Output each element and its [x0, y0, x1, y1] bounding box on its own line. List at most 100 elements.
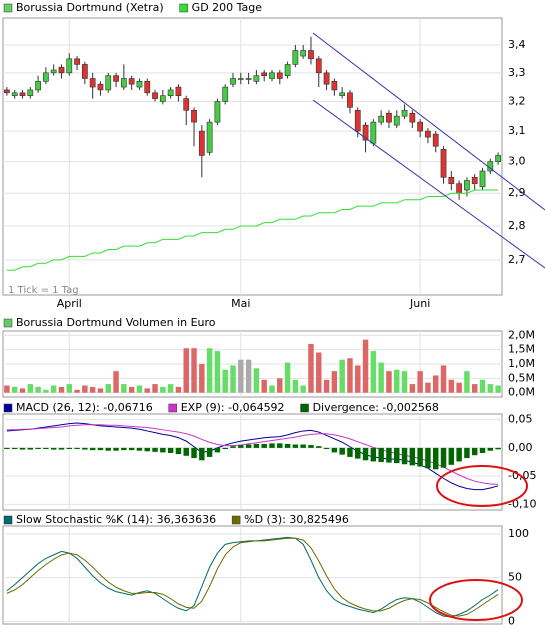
- divergence-bar: [50, 447, 57, 450]
- volume-bar: [11, 386, 18, 393]
- divergence-bar: [425, 447, 431, 469]
- volume-bar: [238, 359, 244, 393]
- candle-body: [66, 58, 73, 74]
- candle-body: [370, 121, 377, 144]
- candle-body: [4, 89, 10, 94]
- candle-body: [152, 92, 158, 99]
- series-line: [6, 422, 499, 491]
- candle-body: [191, 109, 197, 123]
- volume-bar: [456, 382, 462, 393]
- candle-body: [35, 81, 41, 91]
- divergence-bar: [11, 447, 18, 450]
- legend-label: GD 200 Tage: [192, 1, 263, 14]
- divergence-bar: [308, 445, 314, 448]
- volume-bar: [370, 351, 377, 393]
- panel-frame: [2, 413, 503, 511]
- candle-body: [308, 50, 314, 60]
- candle-body: [409, 112, 416, 123]
- candle-body: [253, 75, 260, 82]
- volume-bar: [214, 351, 221, 393]
- volume-bar: [19, 388, 26, 393]
- y-tick-label: 50: [508, 571, 522, 584]
- legend-label: Slow Stochastic %K (14): 36,363636: [16, 513, 216, 526]
- volume-bar: [191, 348, 197, 393]
- legend-label: %D (3): 30,825496: [244, 513, 349, 526]
- divergence-bar: [487, 447, 494, 451]
- volume-bar: [362, 339, 369, 393]
- candle-body: [386, 112, 392, 123]
- volume-bar: [113, 371, 119, 393]
- candle-body: [113, 75, 119, 82]
- divergence-bar: [144, 447, 150, 452]
- volume-bar: [417, 371, 423, 393]
- x-tick-label: April: [57, 297, 82, 310]
- legend-swatch: [3, 515, 13, 525]
- divergence-bar: [432, 447, 439, 470]
- y-tick-label: 0,05: [508, 413, 533, 426]
- candle-body: [292, 50, 299, 65]
- divergence-bar: [394, 447, 400, 464]
- candle-body: [393, 115, 400, 126]
- legend-swatch: [231, 515, 241, 525]
- candle-body: [19, 92, 26, 97]
- y-tick-label: 2,8: [508, 219, 526, 232]
- legend-label: EXP (9): -0,064592: [181, 401, 285, 414]
- candle-body: [43, 72, 49, 82]
- y-tick-label: 3,4: [508, 38, 526, 51]
- volume-bar: [35, 386, 41, 393]
- volume-bar: [409, 384, 416, 393]
- divergence-bar: [316, 446, 322, 448]
- volume-bar: [355, 365, 361, 393]
- divergence-bar: [245, 444, 252, 448]
- legend-label: Divergence: -0,002568: [313, 401, 439, 414]
- volume-bar: [261, 379, 267, 393]
- divergence-bar: [19, 447, 26, 450]
- candle-body: [300, 50, 307, 57]
- legend-label: MACD (26, 12): -0,06716: [16, 401, 153, 414]
- y-tick-label: 2,7: [508, 253, 526, 266]
- divergence-bar: [284, 443, 291, 448]
- candle-body: [89, 78, 96, 88]
- volume-bar: [308, 343, 314, 393]
- y-tick-label: 100: [508, 527, 529, 540]
- divergence-bar: [464, 447, 470, 459]
- candle-body: [331, 81, 338, 91]
- volume-bar: [339, 359, 345, 393]
- candle-body: [230, 78, 236, 85]
- y-tick-label: -0,10: [508, 497, 536, 510]
- candle-body: [339, 92, 346, 97]
- panel-frame: [2, 17, 503, 296]
- y-tick-label: 3,0: [508, 155, 526, 168]
- candle-body: [456, 183, 462, 194]
- divergence-bar: [43, 447, 49, 450]
- divergence-bar: [121, 447, 127, 451]
- y-tick-label: 0,0M: [508, 386, 535, 399]
- legend-swatch: [3, 3, 13, 13]
- candle-body: [245, 78, 252, 80]
- highlight-ellipse: [429, 579, 523, 621]
- divergence-bar: [222, 447, 228, 450]
- candle-body: [81, 64, 88, 79]
- candle-body: [198, 130, 205, 156]
- volume-bar: [277, 378, 283, 393]
- divergence-bar: [82, 447, 88, 450]
- divergence-bar: [160, 447, 166, 453]
- volume-bar: [206, 348, 213, 393]
- divergence-bar: [471, 447, 478, 456]
- volume-bar: [160, 386, 166, 393]
- legend-swatch: [300, 403, 309, 413]
- volume-bar: [105, 384, 111, 393]
- x-tick-label: Mai: [231, 297, 250, 310]
- divergence-bar: [269, 443, 275, 448]
- candle-body: [425, 130, 431, 138]
- volume-bar: [4, 385, 10, 393]
- candle-body: [159, 95, 166, 102]
- volume-bar: [89, 386, 96, 393]
- volume-bar: [432, 375, 439, 393]
- candle-body: [440, 149, 447, 178]
- y-tick-label: 0: [508, 614, 515, 627]
- volume-bar: [199, 364, 205, 393]
- legend-swatch: [3, 403, 13, 413]
- volume-bar: [50, 385, 57, 393]
